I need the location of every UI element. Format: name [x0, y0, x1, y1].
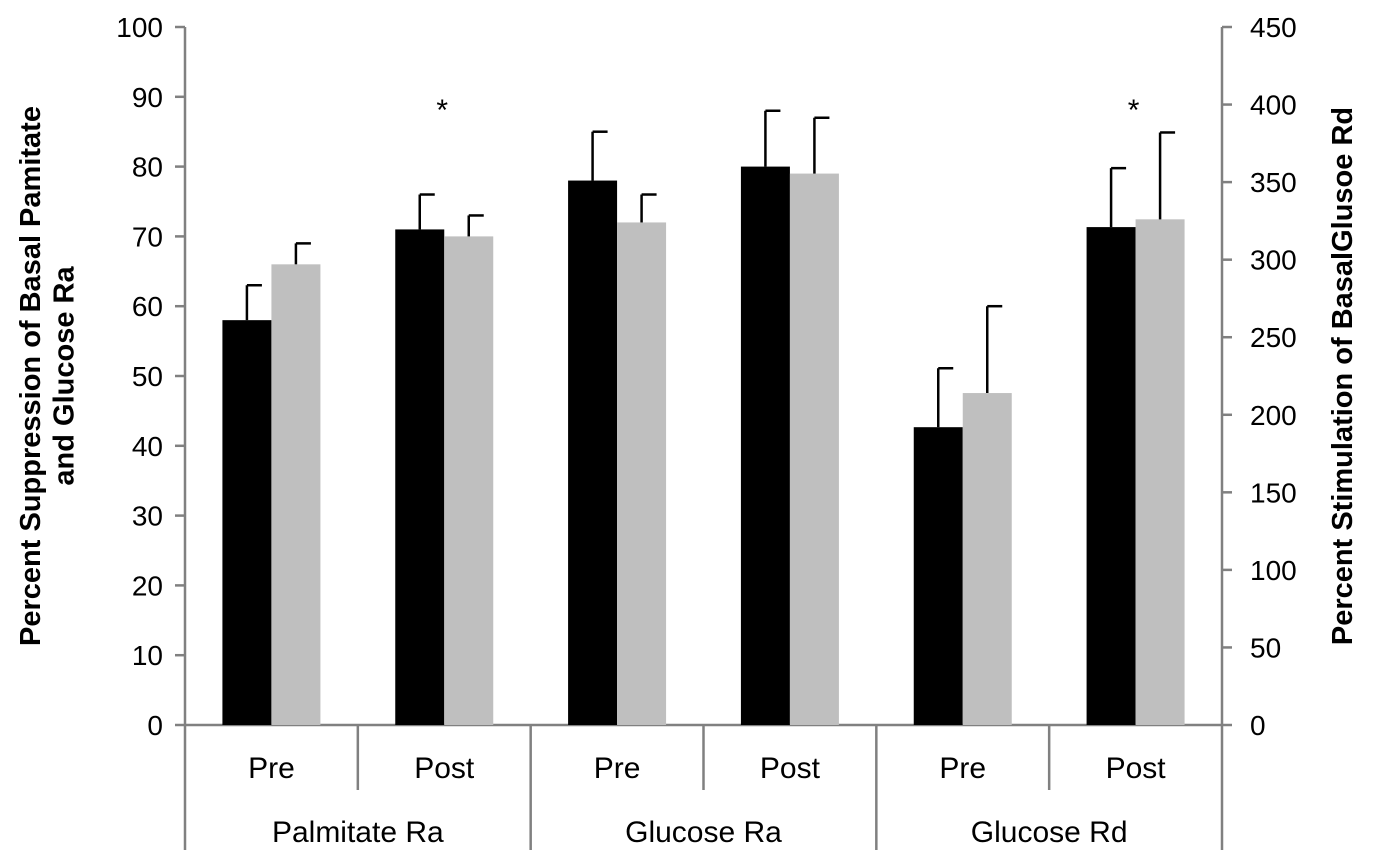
- bar: [222, 320, 272, 725]
- bar: [789, 173, 839, 725]
- left-y-tick-label: 90: [132, 82, 163, 113]
- right-y-tick-label: 150: [1250, 477, 1297, 508]
- right-y-tick-label: 250: [1250, 322, 1297, 353]
- group-label: Palmitate Ra: [272, 816, 444, 849]
- significance-marker: *: [436, 94, 448, 127]
- left-y-tick-label: 70: [132, 221, 163, 252]
- bar: [271, 264, 321, 725]
- bar: [913, 427, 963, 725]
- bar: [962, 393, 1012, 725]
- left-y-axis-title-line: Percent Suppression of Basal Pamitate: [15, 106, 47, 646]
- left-y-tick-label: 0: [147, 710, 163, 741]
- left-y-axis-title: Percent Suppression of Basal Pamitateand…: [15, 106, 80, 646]
- group-label: Glucose Ra: [625, 816, 782, 849]
- right-y-tick-label: 0: [1250, 710, 1266, 741]
- subcategory-label: Pre: [939, 752, 986, 785]
- bar: [740, 166, 790, 726]
- bar: [395, 229, 445, 726]
- left-y-tick-label: 40: [132, 431, 163, 462]
- right-y-tick-label: 200: [1250, 400, 1297, 431]
- right-y-tick-label: 450: [1250, 12, 1297, 43]
- left-y-axis-title-line: and Glucose Ra: [48, 266, 80, 486]
- right-y-tick-label: 400: [1250, 90, 1297, 121]
- bar: [444, 236, 494, 725]
- right-y-tick-label: 350: [1250, 167, 1297, 198]
- left-y-tick-label: 60: [132, 291, 163, 322]
- right-y-axis-title: Percent Stimulation of BasalGlusoe Rd: [1327, 107, 1359, 645]
- bar: [1086, 227, 1136, 726]
- left-y-tick-label: 100: [116, 12, 163, 43]
- subcategory-label: Pre: [248, 752, 295, 785]
- plot-area: 0 10 20 30 40 50 60 70 80 90 100 0 50 100 150 200 250 300…: [15, 12, 1359, 850]
- right-y-tick-label: 100: [1250, 555, 1297, 586]
- left-y-tick-label: 80: [132, 152, 163, 183]
- left-y-tick-label: 20: [132, 570, 163, 601]
- left-y-tick-label: 30: [132, 501, 163, 532]
- right-y-tick-label: 300: [1250, 245, 1297, 276]
- subcategory-label: Pre: [594, 752, 641, 785]
- right-y-tick-label: 50: [1250, 632, 1281, 663]
- subcategory-label: Post: [760, 752, 821, 785]
- left-y-tick-label: 10: [132, 640, 163, 671]
- bar: [617, 222, 667, 725]
- group-label: Glucose Rd: [971, 816, 1128, 849]
- significance-marker: *: [1128, 94, 1140, 127]
- bar: [568, 180, 618, 725]
- left-y-tick-label: 50: [132, 361, 163, 392]
- subcategory-label: Post: [1106, 752, 1167, 785]
- subcategory-label: Post: [414, 752, 475, 785]
- bar: [1135, 219, 1185, 726]
